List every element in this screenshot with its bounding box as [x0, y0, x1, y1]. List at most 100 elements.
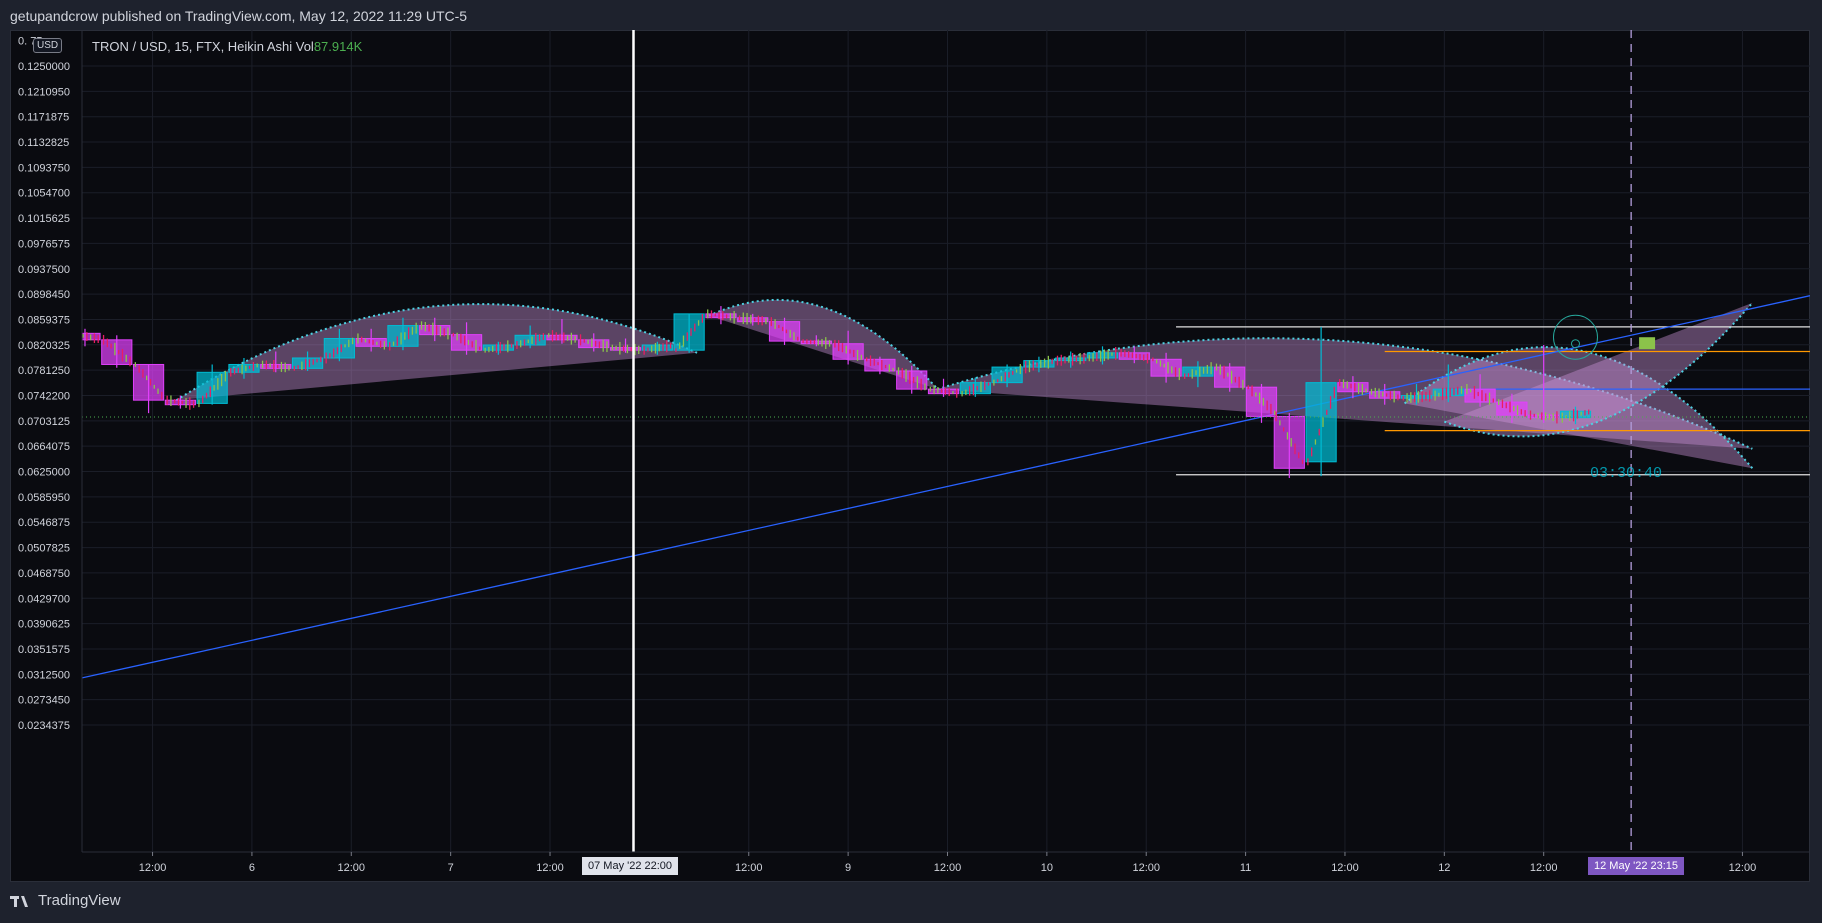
price-tick-label: 0.1210950 — [18, 86, 70, 98]
volume-label: Vol — [295, 39, 314, 54]
price-tick-label: 0.0937500 — [18, 264, 70, 276]
time-tick-label: 6 — [249, 862, 255, 874]
decorations — [1552, 314, 1656, 360]
time-tick-label: 12:00 — [1331, 862, 1359, 874]
candle-body — [82, 332, 101, 341]
tradingview-logo-icon — [10, 894, 35, 908]
time-tick-label: 12:00 — [735, 862, 763, 874]
candle-body — [1182, 366, 1214, 377]
candle-body — [641, 344, 673, 351]
candle-body — [927, 388, 960, 395]
candle-body — [578, 339, 610, 349]
candle-body — [1214, 366, 1246, 388]
arc-dotted-edge — [708, 298, 939, 390]
candle-body — [514, 334, 546, 346]
price-tick-label: 0.0664075 — [18, 441, 70, 453]
time-tick-label: 7 — [448, 862, 454, 874]
arc-fill — [1404, 347, 1753, 469]
price-tick-label: 0.0820325 — [18, 340, 70, 352]
candle-body — [609, 347, 642, 351]
price-tick-label: 0.0234375 — [18, 720, 70, 732]
candle-body — [1400, 395, 1433, 399]
currency-badge[interactable]: USD — [33, 38, 63, 53]
candle-body — [1305, 382, 1337, 463]
time-tick-label: 12:00 — [338, 862, 366, 874]
price-tick-label: 0.0390625 — [18, 619, 70, 631]
candle-body — [800, 340, 832, 345]
candle-body — [1496, 401, 1528, 416]
price-tick-label: 0.1093750 — [18, 162, 70, 174]
candle-body — [864, 358, 896, 372]
price-tick-label: 0.1132825 — [18, 137, 69, 149]
candles — [82, 306, 1592, 479]
price-tick-label: 0.0585950 — [18, 492, 70, 504]
candle-body — [705, 313, 737, 319]
flag-icon — [1639, 337, 1656, 350]
candle-body — [673, 313, 705, 351]
time-tick-label: 12:00 — [139, 862, 167, 874]
price-tick-label: 0.0976575 — [18, 238, 70, 250]
price-tick-label: 0.0351575 — [18, 644, 70, 656]
candle-body — [1528, 414, 1560, 419]
price-chart[interactable]: 0.1250000 0.1210950 0.1171875 0.1132825 0.10… — [10, 30, 1810, 882]
candle-body — [1273, 415, 1305, 469]
time-tick-label: 12:00 — [934, 862, 962, 874]
price-tick-label: 0.0625000 — [18, 467, 70, 479]
price-tick-label: 0.1015625 — [18, 213, 70, 225]
candle-body — [832, 343, 864, 360]
price-tick-label: 0.0781250 — [18, 365, 70, 377]
price-tick-label: 0.0703125 — [18, 416, 70, 428]
time-tick-label: 12:00 — [1530, 862, 1558, 874]
time-tick-label: 12:00 — [1729, 862, 1757, 874]
price-tick-label: 0.0898450 — [18, 289, 70, 301]
arc-fill — [937, 338, 1753, 449]
price-tick-label: 0.0312500 — [18, 669, 70, 681]
price-tick-label: 0.0742200 — [18, 390, 70, 402]
circle-drawing — [1552, 314, 1598, 360]
candle-body — [291, 357, 324, 369]
candle-body — [1245, 386, 1278, 417]
footer-brand[interactable]: TradingView — [38, 892, 121, 909]
candle-body — [1464, 388, 1496, 403]
candle-body — [1337, 382, 1369, 393]
candle-body — [450, 334, 483, 351]
symbol-legend[interactable]: TRON / USD, 15, FTX, Heikin Ashi Vol87.9… — [92, 39, 362, 54]
price-tick-label: 0.0859375 — [18, 314, 70, 326]
future-time-label: 12 May '22 23:15 — [1588, 857, 1685, 875]
chart-frame[interactable] — [10, 30, 1810, 882]
candle-body — [1055, 357, 1087, 362]
candle-body — [164, 399, 196, 406]
candle-body — [355, 338, 387, 347]
candle-body — [1559, 410, 1592, 419]
time-tick-label: 10 — [1041, 862, 1053, 874]
candle-body — [132, 363, 165, 401]
price-tick-label: 0.1054700 — [18, 188, 70, 200]
candle-body — [1432, 388, 1464, 397]
crosshair-time-label: 07 May '22 22:00 — [582, 857, 679, 875]
bar-countdown-timer: 03:30:40 — [1590, 465, 1663, 482]
candle-body — [546, 334, 578, 341]
trendline[interactable] — [82, 295, 1810, 679]
time-tick-label: 9 — [845, 862, 851, 874]
publish-header: getupandcrow published on TradingView.co… — [10, 8, 468, 24]
candle-body — [768, 321, 801, 342]
grid-lines — [82, 30, 1810, 852]
time-axis[interactable]: 12:00 6 12:00 7 12:00 12:00 9 12:00 10 12:00 11 12:… — [139, 852, 1756, 874]
price-tick-label: 0.0507825 — [18, 543, 70, 555]
circle-center — [1570, 339, 1580, 349]
price-tick-label: 0.0546875 — [18, 517, 70, 529]
footer[interactable]: TradingView — [10, 892, 121, 909]
candle-body — [1086, 352, 1119, 359]
candle-body — [101, 339, 133, 365]
candle-body — [991, 366, 1023, 384]
candle-body — [419, 325, 451, 336]
price-tick-label: 0.1171875 — [18, 112, 69, 124]
price-axis[interactable]: 0.1250000 0.1210950 0.1171875 0.1132825 0.10… — [18, 36, 70, 732]
price-tick-label: 0.0273450 — [18, 695, 70, 707]
candle-body — [387, 325, 419, 347]
candle-body — [1023, 360, 1055, 368]
candle-body — [482, 344, 514, 351]
price-tick-label: 0.1250000 — [18, 61, 70, 73]
candle-body — [737, 317, 769, 323]
candle-body — [228, 363, 260, 373]
